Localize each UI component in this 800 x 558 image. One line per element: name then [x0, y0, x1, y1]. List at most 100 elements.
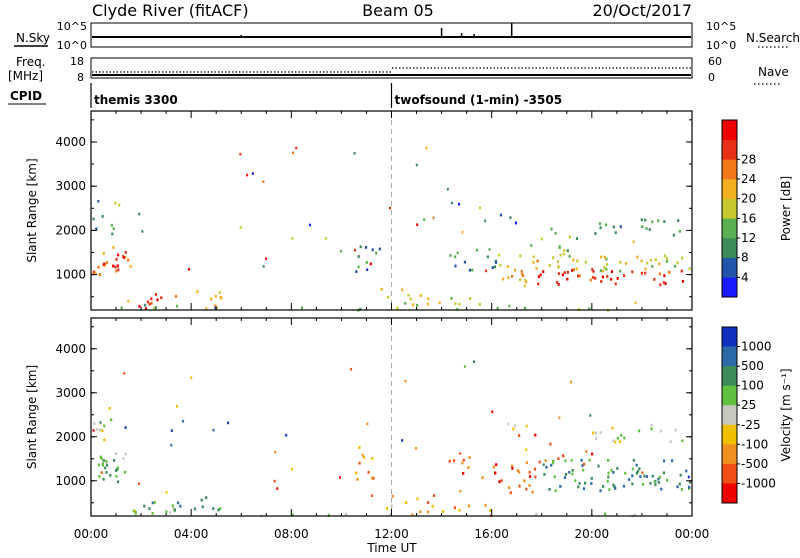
- data-cell: [146, 300, 150, 304]
- freq-tick-bottom: 8: [77, 71, 84, 84]
- data-cell: [553, 475, 556, 479]
- x-tick-label: 20:00: [575, 527, 610, 541]
- data-cell: [558, 245, 561, 248]
- data-cell: [511, 467, 514, 470]
- data-cell: [458, 302, 461, 306]
- data-cell: [113, 459, 116, 462]
- data-cell: [427, 501, 430, 504]
- data-cell: [177, 501, 180, 505]
- data-cell: [632, 458, 635, 462]
- data-cell: [123, 372, 126, 375]
- data-cell: [543, 473, 546, 476]
- data-cell: [665, 260, 668, 263]
- data-cell: [641, 483, 645, 486]
- data-cell: [612, 471, 615, 474]
- data-cell: [627, 478, 631, 481]
- data-cell: [592, 270, 595, 273]
- data-cell: [555, 280, 559, 284]
- data-cell: [603, 255, 606, 259]
- data-cell: [654, 483, 657, 487]
- data-cell: [632, 240, 635, 244]
- data-cell: [426, 302, 429, 306]
- data-cell: [653, 278, 656, 281]
- data-cell: [537, 275, 540, 278]
- data-cell: [597, 464, 600, 468]
- data-cell: [557, 272, 561, 276]
- data-cell: [291, 467, 293, 471]
- data-cell: [637, 469, 640, 473]
- data-cell: [132, 509, 135, 513]
- data-cell: [404, 379, 407, 383]
- data-cell: [531, 490, 534, 494]
- data-cell: [568, 470, 571, 474]
- colorbar-tick-label: -1000: [741, 476, 776, 490]
- data-cell: [138, 305, 141, 308]
- data-cell: [550, 227, 553, 231]
- nsky-panel: N.Sky 10^5 10^0 10^5 10^0 N.Search: [14, 20, 800, 52]
- data-cell: [246, 173, 249, 177]
- data-cell: [556, 260, 559, 264]
- data-cell: [478, 303, 481, 306]
- data-cell: [117, 253, 120, 257]
- data-cell: [467, 466, 470, 469]
- data-cell: [214, 294, 217, 298]
- data-cell: [416, 497, 419, 501]
- y-tick-label: 2000: [55, 223, 86, 237]
- data-cell: [681, 256, 684, 260]
- data-cell: [562, 252, 565, 256]
- data-cell: [612, 483, 615, 487]
- data-cell: [176, 405, 178, 408]
- data-cell: [578, 274, 581, 277]
- data-cell: [614, 282, 617, 286]
- data-cell: [459, 489, 462, 493]
- data-cell: [644, 271, 647, 275]
- data-cell: [606, 479, 609, 483]
- data-cell: [539, 273, 542, 277]
- data-cell: [588, 307, 591, 311]
- data-cell: [92, 429, 95, 432]
- data-cell: [99, 421, 102, 424]
- data-cell: [523, 284, 526, 288]
- colorbar-tick-label: 28: [741, 152, 756, 166]
- data-cell: [122, 457, 125, 460]
- data-cell: [552, 460, 555, 463]
- colorbar-tick-label: 24: [741, 172, 756, 186]
- x-tick-label: 00:00: [675, 527, 710, 541]
- data-cell: [551, 461, 555, 465]
- data-cell: [375, 251, 378, 255]
- data-cell: [525, 461, 528, 465]
- colorbar-segment: [722, 483, 737, 504]
- data-cell: [525, 448, 528, 452]
- data-cell: [616, 467, 619, 470]
- data-cell: [514, 268, 517, 272]
- data-cell: [100, 471, 103, 474]
- data-cell: [610, 270, 614, 273]
- colorbar-segment: [722, 139, 737, 160]
- nsky-tick-top: 10^5: [57, 20, 87, 33]
- date-label: 20/Oct/2017: [592, 1, 692, 20]
- data-cell: [646, 261, 649, 265]
- data-cell: [427, 297, 430, 301]
- data-cell: [407, 293, 410, 297]
- data-cell: [528, 484, 531, 487]
- data-cell: [105, 261, 108, 265]
- data-cell: [468, 268, 472, 272]
- data-cell: [115, 452, 118, 455]
- data-cell: [327, 513, 330, 517]
- colorbar-segment: [722, 218, 737, 239]
- colorbar-segment: [722, 385, 737, 406]
- data-cell: [631, 270, 634, 274]
- data-cell: [635, 463, 638, 467]
- data-cell: [389, 513, 392, 516]
- data-cell: [364, 246, 368, 249]
- data-cell: [649, 481, 652, 485]
- data-cell: [575, 267, 578, 271]
- data-cell: [141, 230, 144, 233]
- data-cell: [681, 439, 684, 443]
- data-cell: [663, 274, 666, 278]
- data-cell: [600, 280, 603, 283]
- data-cell: [620, 433, 623, 437]
- data-cell: [459, 452, 462, 455]
- data-cell: [116, 467, 119, 471]
- data-cell: [454, 264, 457, 268]
